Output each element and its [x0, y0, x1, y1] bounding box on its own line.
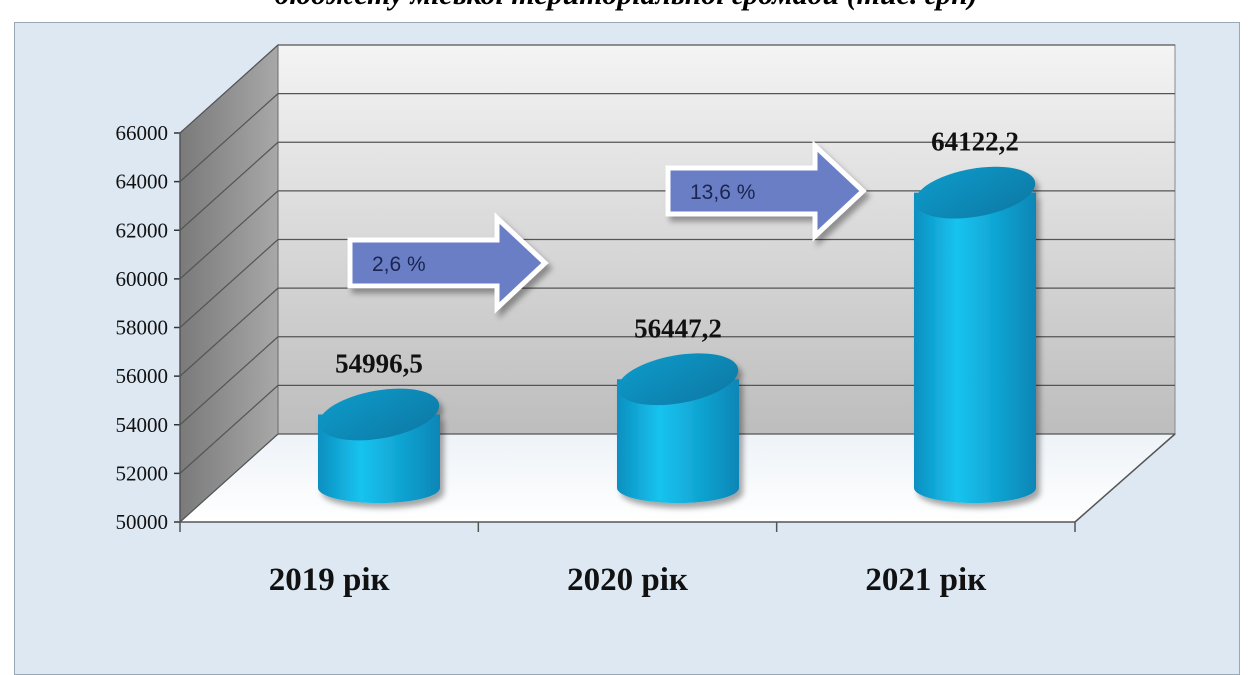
y-tick-label: 66000 [116, 121, 169, 145]
arrow-shape [347, 212, 549, 314]
gridline-side [179, 93, 279, 183]
bar-body [914, 192, 1036, 504]
gridline-side [179, 287, 279, 377]
y-tick-label: 60000 [116, 267, 169, 291]
bars: 54996,5 56447,2 64122,2 [318, 127, 1036, 504]
x-category-label: 2021 рік [865, 562, 986, 598]
y-tick-label: 62000 [116, 218, 169, 242]
growth-arrow [347, 212, 549, 314]
x-category-label: 2020 рік [567, 562, 688, 598]
y-tick-label: 50000 [116, 510, 169, 534]
gridline-side [179, 384, 279, 474]
y-tick-label: 56000 [116, 364, 169, 388]
x-axis-depth-line [1074, 433, 1176, 523]
gridline-side [179, 433, 279, 523]
bar-top [914, 166, 1036, 219]
chart-title: бюджету міської територіальної громади (… [0, 0, 1252, 12]
annotations: 2,6 % 13,6 % [347, 140, 867, 314]
y-tick-label: 64000 [116, 170, 169, 194]
x-category-label: 2019 рік [269, 562, 390, 598]
y-tick-label: 54000 [116, 413, 169, 437]
bar-cylinder [617, 353, 739, 503]
bar-value-label: 64122,2 [931, 127, 1019, 157]
x-axis: 2019 рік 2020 рік 2021 рік [179, 433, 1176, 598]
bar-top [617, 353, 739, 406]
gridline-side [179, 239, 279, 328]
gridline-side [179, 141, 279, 231]
y-tick-label: 58000 [116, 316, 169, 340]
y-axis: 50000 52000 54000 56000 58000 60000 62000 64000… [116, 121, 181, 534]
bar-value-label: 56447,2 [634, 313, 722, 343]
gridline-side [179, 336, 279, 426]
bar-cylinder [318, 388, 440, 503]
arrow-shape [665, 140, 867, 242]
growth-arrow [665, 140, 867, 242]
gridline-side [179, 190, 279, 280]
bar-cylinder [914, 166, 1036, 504]
bar-value-label: 54996,5 [335, 349, 423, 379]
gridline-side [179, 44, 279, 134]
y-tick-label: 52000 [116, 461, 169, 485]
growth-percent-label: 2,6 % [372, 253, 426, 276]
growth-percent-label: 13,6 % [690, 181, 755, 204]
bar-body [617, 379, 739, 503]
bar-top [318, 388, 440, 441]
